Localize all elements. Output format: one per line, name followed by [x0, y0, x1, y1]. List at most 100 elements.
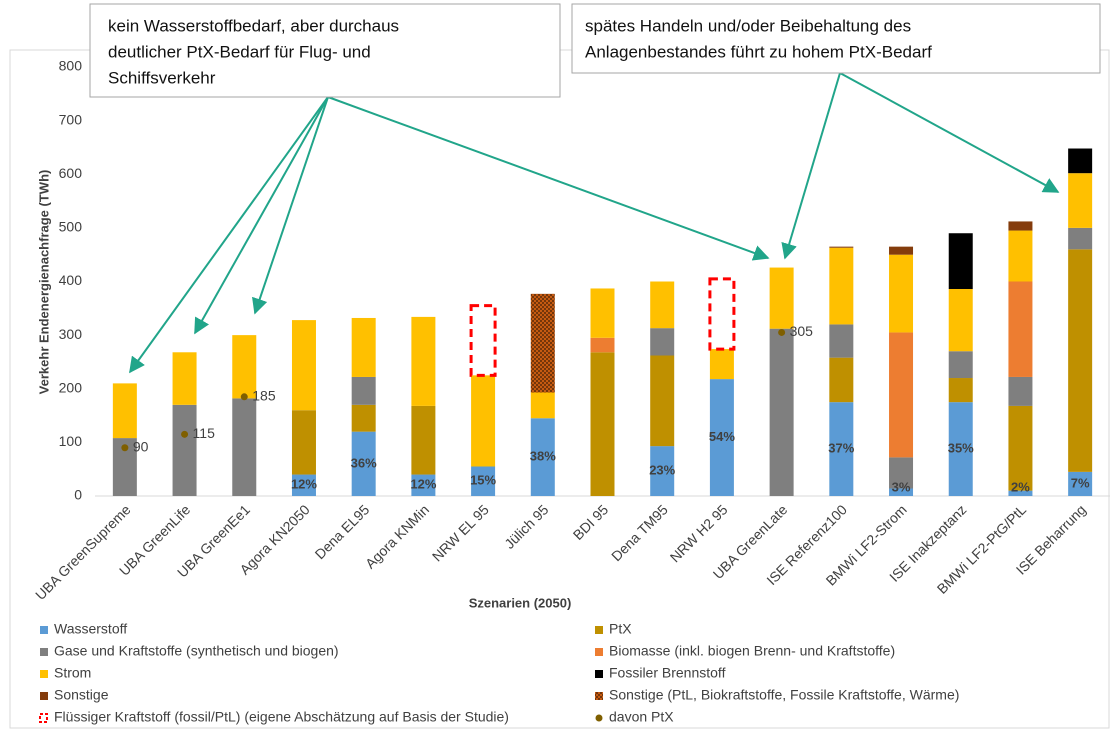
bar-segment — [1008, 281, 1033, 377]
percent-label: 3% — [892, 479, 911, 494]
bar-segment — [172, 352, 197, 405]
annotation: Anlagenbestandes führt zu hohem PtX-Beda… — [585, 42, 932, 61]
bar-segment — [709, 379, 734, 496]
legend-swatch — [595, 626, 603, 634]
bar-segment — [291, 320, 316, 411]
legend-swatch — [595, 648, 603, 656]
bar-segment — [232, 335, 257, 399]
bar-segment — [1008, 490, 1033, 496]
percent-label: 12% — [291, 477, 317, 492]
bar-segment — [829, 357, 854, 403]
legend-swatch — [595, 692, 603, 700]
bar-segment — [1008, 376, 1033, 406]
legend-label: Fossiler Brennstoff — [609, 665, 726, 681]
bar-segment — [829, 246, 854, 248]
y-tick-label: 300 — [59, 326, 83, 342]
dot-label: 185 — [252, 387, 276, 403]
bar-segment — [948, 289, 973, 352]
bar-segment — [948, 233, 973, 290]
percent-label: 36% — [351, 455, 377, 470]
legend-label: davon PtX — [609, 709, 674, 725]
bar-segment — [411, 405, 436, 475]
ptx-dot — [121, 444, 129, 452]
percent-label: 38% — [530, 449, 556, 464]
bar-segment — [709, 349, 734, 380]
bar-segment — [829, 324, 854, 358]
bar-segment — [829, 402, 854, 496]
bar-segment — [530, 392, 555, 419]
x-tick-label: Agora KNMin — [362, 501, 432, 571]
percent-label: 37% — [828, 441, 854, 456]
y-tick-label: 0 — [74, 487, 82, 503]
percent-label: 23% — [649, 463, 675, 478]
annotation: kein Wasserstoffbedarf, aber durchaus — [108, 16, 399, 35]
bar-segment — [471, 466, 496, 496]
bar-segment — [1068, 471, 1093, 496]
bar-segment — [112, 438, 137, 496]
x-axis-title: Szenarien (2050) — [469, 595, 572, 610]
arrows — [129, 72, 1060, 374]
y-tick-label: 200 — [59, 379, 83, 395]
legend-label: Gase und Kraftstoffe (synthetisch und bi… — [54, 643, 339, 659]
dot-label: 115 — [193, 425, 216, 441]
bar-segment — [650, 355, 675, 447]
bar-segment — [590, 337, 615, 353]
y-tick-label: 400 — [59, 272, 83, 288]
bar-segment — [769, 267, 794, 329]
bar-segment — [530, 293, 555, 393]
bar-segment — [829, 247, 854, 325]
bar-segment — [889, 254, 914, 333]
legend-label: Sonstige — [54, 687, 109, 703]
bar-segment — [650, 328, 675, 356]
annotation: spätes Handeln und/oder Beibehaltung des — [585, 16, 911, 35]
x-tick-label: UBA GreenSupreme — [32, 501, 134, 603]
legend-swatch — [40, 648, 48, 656]
bar-segment — [889, 488, 914, 496]
x-tick-label: NRW H2 95 — [667, 501, 731, 565]
bar-segment — [530, 418, 555, 496]
legend-swatch — [39, 713, 48, 723]
dot-label: 90 — [133, 438, 149, 454]
legend-swatch — [595, 670, 603, 678]
percent-label: 54% — [709, 429, 735, 444]
bar-segment — [469, 304, 497, 377]
percent-label: 35% — [948, 441, 974, 456]
bar-segment — [769, 328, 794, 496]
legend-swatch — [40, 692, 48, 700]
y-tick-label: 700 — [59, 111, 83, 127]
bar-segment — [889, 246, 914, 255]
legend-label: Biomasse (inkl. biogen Brenn- und Krafts… — [609, 643, 895, 659]
dot-label: 305 — [790, 323, 814, 339]
bar-segment — [650, 446, 675, 496]
x-tick-label: BDI 95 — [570, 501, 612, 543]
bar-segment — [650, 281, 675, 329]
bar-segment — [1068, 173, 1093, 228]
annotation-box — [89, 3, 561, 98]
legend-label: Strom — [54, 665, 91, 681]
y-tick-label: 800 — [59, 58, 83, 74]
bar-segment — [351, 404, 376, 432]
bar-segment — [948, 351, 973, 379]
bar-segment — [411, 316, 436, 406]
legend-label: Flüssiger Kraftstoff (fossil/PtL) (eigen… — [54, 709, 509, 725]
bar-segment — [411, 474, 436, 496]
bar-segment — [172, 404, 197, 496]
percent-label: 7% — [1071, 475, 1090, 490]
bar-segment — [351, 376, 376, 405]
bar-segment — [948, 378, 973, 403]
x-tick-label: Jülich 95 — [501, 501, 552, 552]
bar-segment — [1008, 221, 1033, 231]
x-tick-label: Dena EL95 — [312, 501, 373, 562]
bar-segment — [471, 375, 496, 467]
bar-segment — [1008, 405, 1033, 491]
percent-label: 2% — [1011, 479, 1030, 494]
bar-segment — [889, 457, 914, 489]
legend-label: PtX — [609, 621, 632, 637]
bar-segment — [351, 431, 376, 496]
legend-swatch — [40, 670, 48, 678]
ptx-dot — [240, 393, 248, 401]
legend-swatch — [40, 626, 48, 634]
legend-swatch — [595, 714, 603, 722]
y-tick-label: 600 — [59, 165, 83, 181]
